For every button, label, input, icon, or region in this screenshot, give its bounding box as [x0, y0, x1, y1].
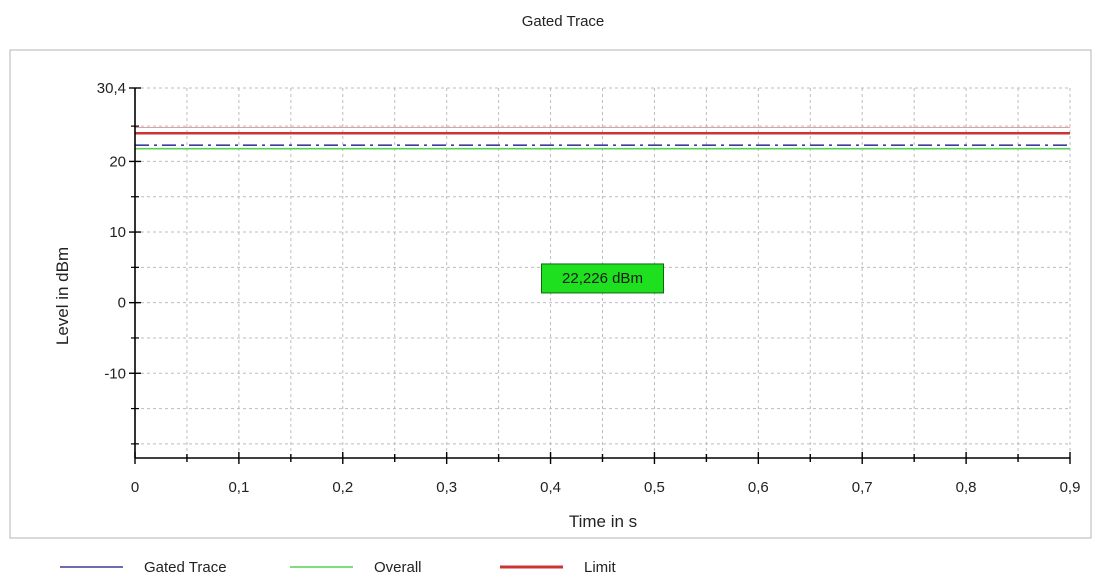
legend-label-overall: Overall — [374, 559, 422, 576]
axes — [129, 87, 1071, 464]
tick-labels: 30,4 20 10 0 -10 0 0,1 0,2 0,3 0,4 0,5 0,6 0,7 0,8 0,9 — [97, 80, 1081, 496]
y-tick-label: 30,4 — [97, 80, 126, 97]
y-tick-label: 20 — [109, 153, 126, 170]
x-axis-label: Time in s — [569, 512, 637, 531]
grid — [135, 87, 1071, 458]
y-tick-label: -10 — [104, 365, 126, 382]
x-tick-label: 0,5 — [644, 479, 665, 496]
x-tick-label: 0,9 — [1060, 479, 1081, 496]
value-annotation-box — [541, 263, 664, 294]
x-tick-label: 0,4 — [540, 479, 561, 496]
y-axis-label: Level in dBm — [53, 247, 72, 345]
x-tick-label: 0,7 — [852, 479, 873, 496]
value-annotation-text: 22,226 dBm — [562, 270, 643, 287]
x-tick-label: 0,2 — [332, 479, 353, 496]
legend-label-limit: Limit — [584, 559, 617, 576]
y-tick-label: 0 — [118, 295, 126, 312]
chart-title: Gated Trace — [522, 13, 605, 30]
legend: Gated Trace Overall Limit — [60, 559, 617, 576]
legend-label-gated-trace: Gated Trace — [144, 559, 227, 576]
x-tick-label: 0,6 — [748, 479, 769, 496]
x-tick-label: 0,8 — [956, 479, 977, 496]
y-tick-label: 10 — [109, 224, 126, 241]
x-tick-label: 0,1 — [228, 479, 249, 496]
x-tick-label: 0,3 — [436, 479, 457, 496]
value-annotation: 22,226 dBm — [541, 263, 664, 294]
series-lines — [135, 127, 1070, 150]
x-tick-label: 0 — [131, 479, 139, 496]
